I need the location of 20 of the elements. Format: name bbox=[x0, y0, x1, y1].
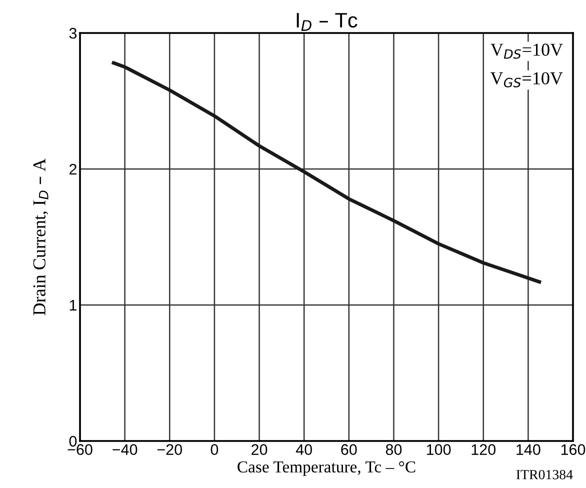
x-tick-label: 80 bbox=[386, 444, 402, 455]
x-axis-title: Case Temperature, Tc – °C bbox=[238, 461, 416, 476]
y-tick-label: 3 bbox=[69, 28, 77, 39]
x-tick-label: 120 bbox=[472, 444, 496, 455]
x-tick-label: 100 bbox=[426, 444, 451, 455]
x-tick-label: 140 bbox=[516, 444, 540, 455]
y-axis-title: Drain Current, I$_{D}$ – A bbox=[33, 158, 48, 316]
x-tick-label: 40 bbox=[296, 444, 312, 455]
y-tick-label: 1 bbox=[70, 300, 76, 311]
x-tick-label: −20 bbox=[157, 444, 182, 455]
x-tick-label: −40 bbox=[112, 444, 138, 455]
y-tick-label: 2 bbox=[69, 164, 76, 175]
x-tick-label: 60 bbox=[341, 444, 357, 455]
x-tick-label: 160 bbox=[561, 444, 586, 455]
text: ITR01384 bbox=[516, 470, 573, 480]
chart-title: I$_{D}$ – Tc bbox=[296, 13, 358, 31]
x-tick-label: 0 bbox=[210, 444, 218, 455]
annotation: V$_{GS}$=10V bbox=[490, 72, 563, 88]
x-tick-label: 20 bbox=[252, 444, 268, 455]
annotation: V$_{DS}$=10V bbox=[490, 44, 563, 59]
